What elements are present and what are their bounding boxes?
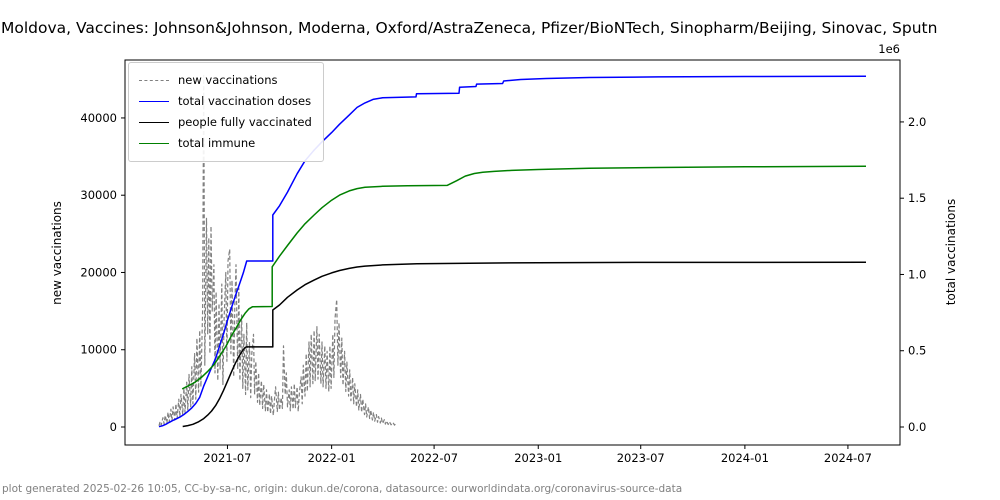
y-right-tick-label: 1.0 (908, 267, 926, 281)
x-tick-label: 2022-01 (308, 451, 356, 465)
legend-label: total immune (178, 136, 256, 150)
legend-item-total-vaccination-doses: total vaccination doses (139, 91, 312, 112)
series-line-total-immune (181, 165, 867, 390)
x-tick-label: 2021-07 (203, 451, 251, 465)
legend-label: total vaccination doses (178, 94, 312, 108)
x-tick-label: 2022-07 (410, 451, 458, 465)
legend-line-sample-blue-icon (139, 101, 169, 102)
x-tick-label: 2023-01 (514, 451, 562, 465)
y-axis-label-right: total vaccinations (944, 198, 958, 306)
y-left-tick-label: 20000 (80, 265, 117, 279)
legend-item-total-immune: total immune (139, 133, 312, 154)
legend-line-sample-black-icon (139, 122, 169, 123)
y-left-tick-label: 40000 (80, 111, 117, 125)
legend-item-people-fully-vaccinated: people fully vaccinated (139, 112, 312, 133)
legend-label: people fully vaccinated (178, 115, 312, 129)
x-tick-label: 2023-07 (617, 451, 665, 465)
legend-line-sample-dashed-icon (139, 80, 169, 81)
legend-label: new vaccinations (178, 73, 278, 87)
axes-box (124, 59, 901, 446)
legend: new vaccinations total vaccination doses… (128, 62, 324, 162)
chart-title: Moldova, Vaccines: Johnson&Johnson, Mode… (1, 19, 938, 37)
x-tick-label: 2024-07 (824, 451, 872, 465)
footer-note: plot generated 2025-02-26 10:05, CC-by-s… (2, 483, 683, 495)
series-line-people-fully-vaccinated (182, 261, 867, 428)
y-axis-multiplier: 1e6 (878, 42, 900, 56)
y-right-tick-label: 0.0 (908, 420, 926, 434)
y-left-tick-label: 0 (110, 420, 117, 434)
y-right-tick-label: 1.5 (908, 191, 926, 205)
legend-line-sample-green-icon (139, 143, 169, 144)
legend-item-new-vaccinations: new vaccinations (139, 70, 312, 91)
x-tick-label: 2024-01 (721, 451, 769, 465)
series-line-new-vaccinations (158, 74, 397, 426)
series-line-total-vaccination-doses (158, 75, 867, 428)
y-axis-label-left: new vaccinations (50, 201, 64, 305)
y-left-tick-label: 10000 (80, 343, 117, 357)
y-right-tick-label: 2.0 (908, 115, 926, 129)
y-right-tick-label: 0.5 (908, 344, 926, 358)
y-left-tick-label: 30000 (80, 188, 117, 202)
